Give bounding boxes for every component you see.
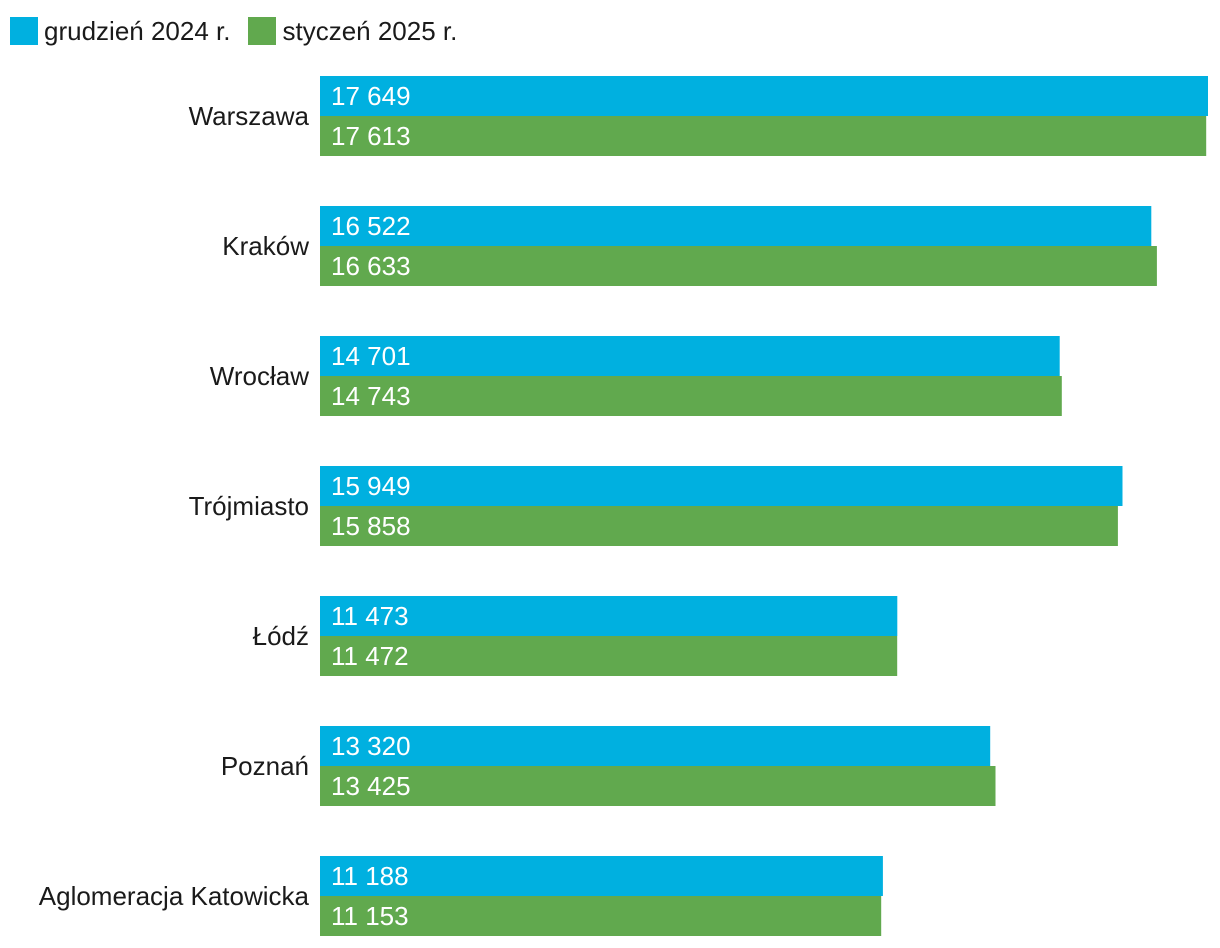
- category-label-lodz: Łódź: [253, 621, 309, 651]
- data-label-lodz-series-1: 11 473: [331, 601, 409, 631]
- data-label-poznan-series-2: 13 425: [331, 771, 411, 801]
- bar-aglomeracja-katowicka-series-2: [320, 896, 882, 936]
- legend-label-jan-2025: styczeń 2025 r.: [282, 16, 458, 46]
- data-label-warszawa-series-1: 17 649: [331, 81, 411, 111]
- bar-krakow-series-1: [320, 206, 1152, 246]
- legend-item-dec-2024: grudzień 2024 r.: [10, 16, 230, 46]
- data-label-aglomeracja-katowicka-series-2: 11 153: [331, 901, 409, 931]
- data-label-krakow-series-1: 16 522: [331, 211, 411, 241]
- data-label-wroclaw-series-2: 14 743: [331, 381, 411, 411]
- bar-poznan-series-1: [320, 726, 991, 766]
- data-label-trojmiasto-series-2: 15 858: [331, 511, 411, 541]
- category-label-krakow: Kraków: [222, 231, 309, 261]
- bar-wroclaw-series-2: [320, 376, 1062, 416]
- bar-aglomeracja-katowicka-series-1: [320, 856, 883, 896]
- category-label-trojmiasto: Trójmiasto: [189, 491, 309, 521]
- bar-warszawa-series-1: [320, 76, 1208, 116]
- data-label-trojmiasto-series-1: 15 949: [331, 471, 411, 501]
- data-label-poznan-series-1: 13 320: [331, 731, 411, 761]
- data-label-lodz-series-2: 11 472: [331, 641, 409, 671]
- legend-swatch-dec-2024: [10, 17, 38, 45]
- bar-lodz-series-1: [320, 596, 898, 636]
- category-label-warszawa: Warszawa: [189, 101, 310, 131]
- data-label-aglomeracja-katowicka-series-1: 11 188: [331, 861, 409, 891]
- category-label-wroclaw: Wrocław: [210, 361, 309, 391]
- bar-wroclaw-series-1: [320, 336, 1060, 376]
- data-label-wroclaw-series-1: 14 701: [331, 341, 411, 371]
- legend-label-dec-2024: grudzień 2024 r.: [44, 16, 231, 46]
- bar-trojmiasto-series-1: [320, 466, 1123, 506]
- category-label-poznan: Poznań: [221, 751, 309, 781]
- legend-item-jan-2025: styczeń 2025 r.: [248, 16, 457, 46]
- bar-trojmiasto-series-2: [320, 506, 1118, 546]
- bar-lodz-series-2: [320, 636, 898, 676]
- legend-swatch-jan-2025: [248, 17, 277, 45]
- category-label-aglomeracja-katowicka: Aglomeracja Katowicka: [39, 881, 310, 911]
- bar-poznan-series-2: [320, 766, 996, 806]
- data-label-krakow-series-2: 16 633: [331, 251, 411, 281]
- data-label-warszawa-series-2: 17 613: [331, 121, 411, 151]
- bar-warszawa-series-2: [320, 116, 1207, 156]
- chart-legend: grudzień 2024 r. styczeń 2025 r.: [10, 16, 475, 46]
- bar-krakow-series-2: [320, 246, 1157, 286]
